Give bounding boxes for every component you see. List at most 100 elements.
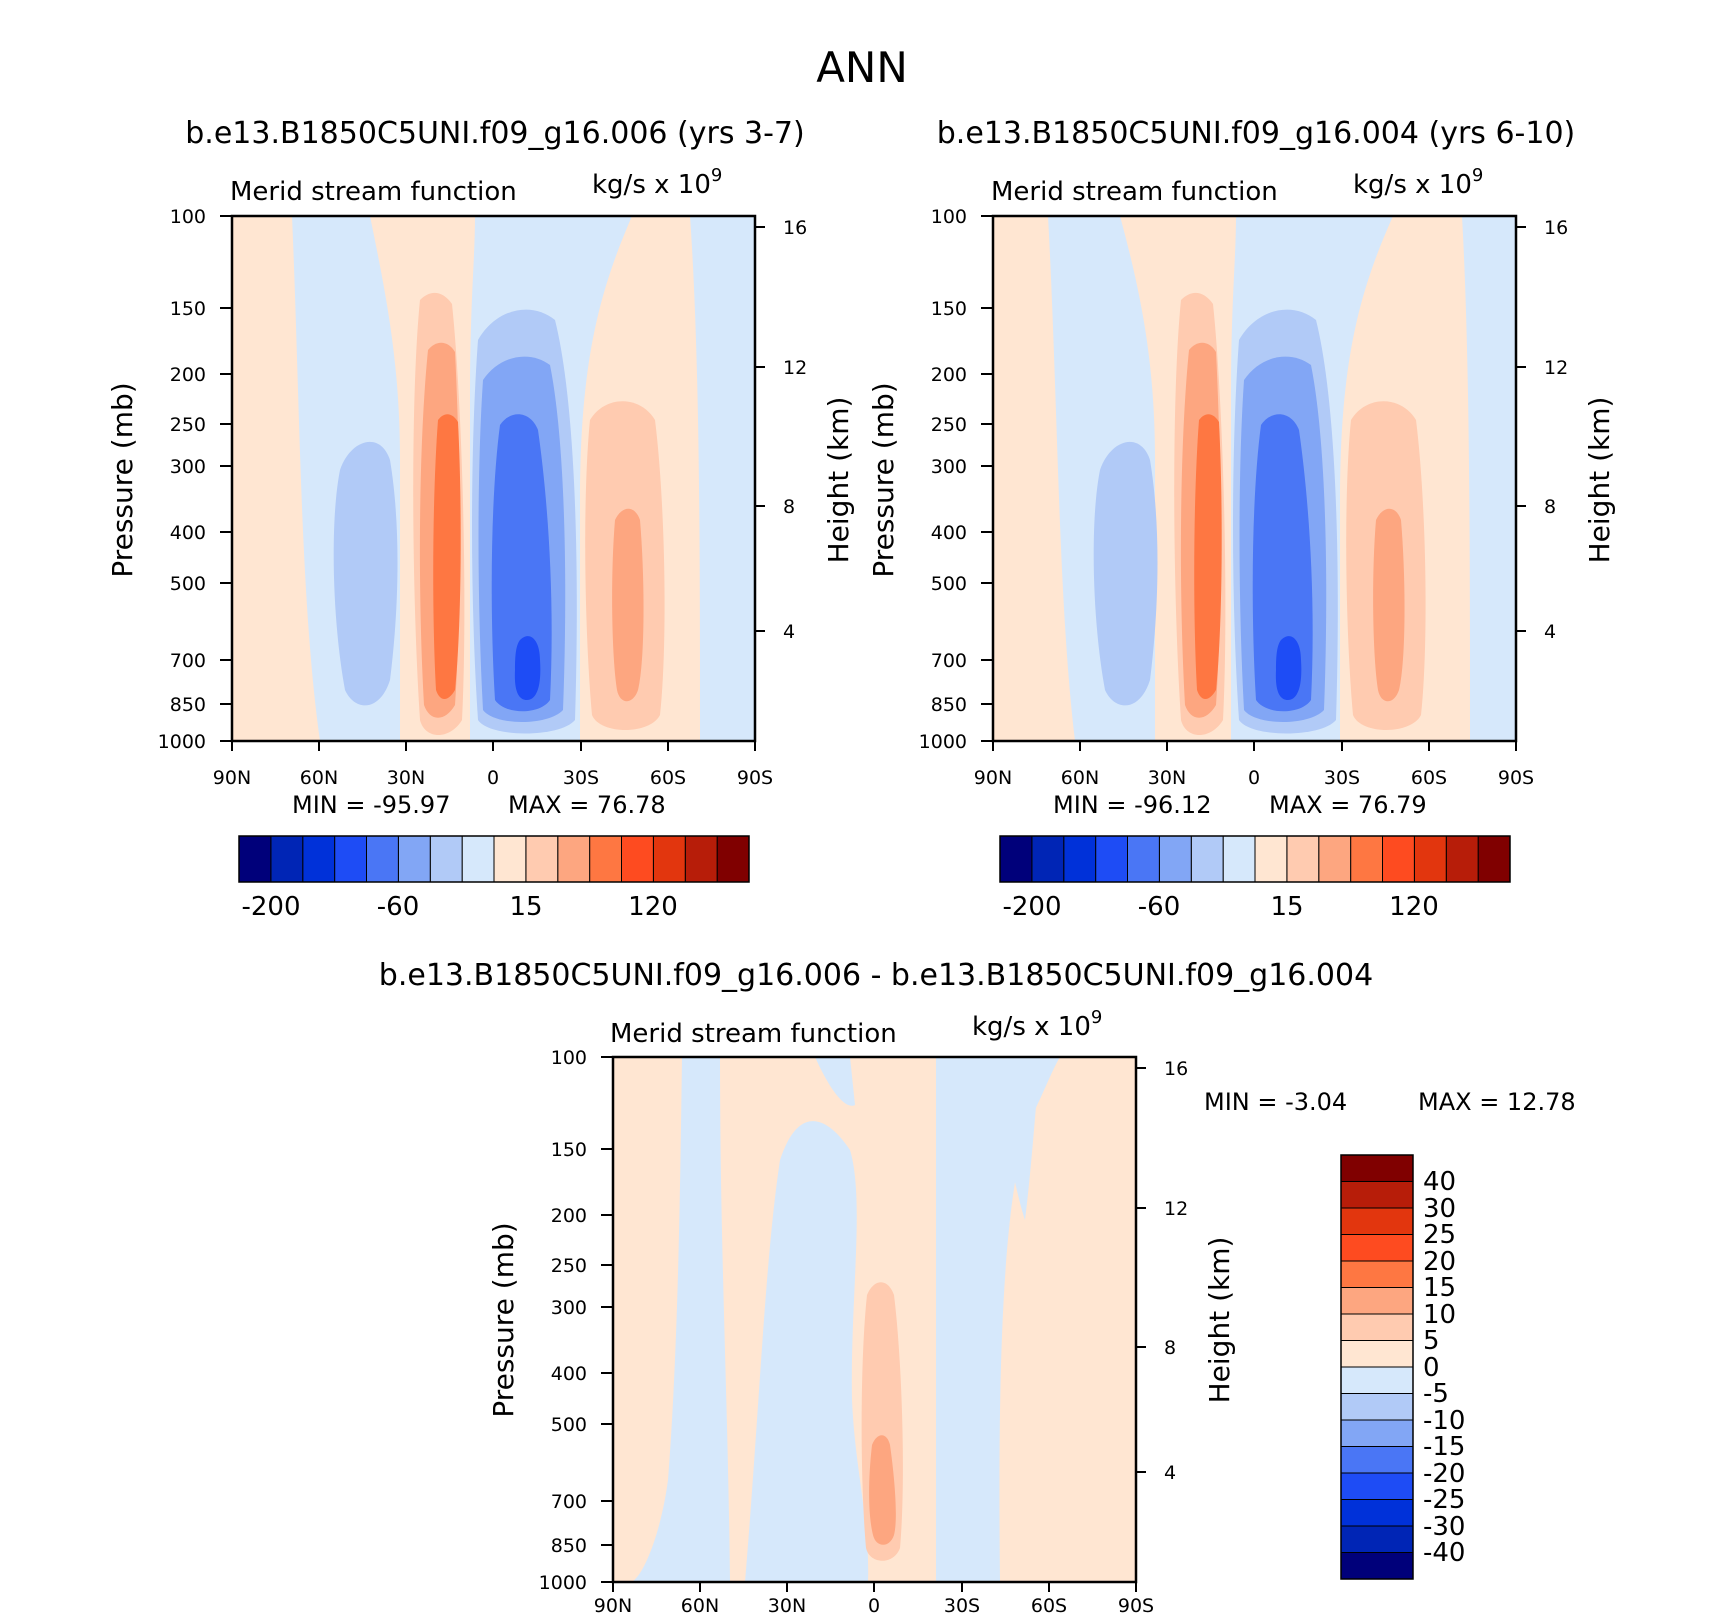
panel-a-hadley-nh-3 — [433, 414, 461, 699]
panel-c-colorbar-label: -15 — [1423, 1432, 1465, 1462]
panel-b-ytick-label: 100 — [931, 206, 967, 228]
panel-a-y-axis-label: Pressure (mb) — [106, 382, 139, 577]
colorbar-swatch — [525, 835, 559, 883]
panel-a-neg-region-sh — [690, 216, 755, 741]
panel-c-xtick-label: 30S — [944, 1595, 980, 1617]
panel-c-ytick-label: 150 — [551, 1139, 587, 1161]
panel-c-ytick-label: 100 — [551, 1047, 587, 1069]
colorbar-swatch — [1413, 835, 1447, 883]
panel-b-xtick-label: 90N — [974, 767, 1012, 789]
panel-b-left-string: Merid stream function — [991, 177, 1278, 207]
panel-c-colorbar-label: -40 — [1423, 1538, 1465, 1568]
panel-a-right-ticks: 16 12 8 4 — [755, 217, 807, 643]
panel-a-ytick-label: 700 — [170, 650, 206, 672]
colorbar-swatch — [1340, 1366, 1414, 1394]
panel-b-htick-label: 8 — [1544, 496, 1556, 518]
panel-a-colorbar-box — [238, 835, 750, 883]
panel-a-min-label: MIN = -95.97 — [292, 791, 450, 819]
panel-a-hadley-sh-3 — [491, 414, 552, 712]
panel-b-xtick-label: 60S — [1411, 767, 1447, 789]
panel-b-xtick-label: 30N — [1148, 767, 1186, 789]
panel-b-ferrel-nh — [1093, 441, 1158, 706]
panel-a-max-label: MAX = 76.78 — [508, 791, 666, 819]
colorbar-swatch — [1340, 1181, 1414, 1209]
panel-a: b.e13.B1850C5UNI.f09_g16.006 (yrs 3-7) M… — [106, 116, 855, 922]
colorbar-swatch — [1127, 835, 1160, 883]
panel-c-htick-label: 8 — [1164, 1337, 1176, 1359]
colorbar-swatch — [1318, 835, 1352, 883]
panel-a-contours — [232, 216, 755, 741]
panel-c-xtick-label: 90N — [594, 1595, 632, 1617]
colorbar-swatch — [589, 835, 622, 883]
panel-c-contours — [613, 1057, 1136, 1582]
panel-c-max-label: MAX = 12.78 — [1418, 1088, 1576, 1116]
panel-c-colorbar-label: 5 — [1423, 1326, 1440, 1356]
panel-b-hadley-nh-3 — [1194, 414, 1222, 699]
panel-a-xtick-label: 30S — [563, 767, 599, 789]
panel-b-xtick-label: 0 — [1248, 767, 1260, 789]
panel-c-right-ticks: 16 12 8 4 — [1136, 1058, 1188, 1484]
panel-c-y-axis-label: Pressure (mb) — [487, 1222, 520, 1417]
panel-c-ytick-label: 400 — [551, 1363, 587, 1385]
panel-c-left-string: Merid stream function — [610, 1019, 897, 1049]
panel-b-ytick-label: 250 — [931, 414, 967, 436]
colorbar-swatch — [334, 835, 367, 883]
colorbar-swatch — [1340, 1340, 1414, 1368]
panel-c-ytick-label: 250 — [551, 1255, 587, 1277]
colorbar-swatch — [1340, 1419, 1414, 1447]
panel-a-ytick-label: 150 — [170, 298, 206, 320]
panel-a-xtick-label: 0 — [487, 767, 499, 789]
colorbar-swatch — [652, 835, 686, 883]
panel-a-ytick-label: 1000 — [158, 731, 206, 753]
colorbar-swatch — [493, 835, 527, 883]
panel-c-ytick-label: 500 — [551, 1414, 587, 1436]
panel-a-y-ticks: 100 150 200 250 300 400 500 700 850 1000 — [158, 206, 232, 753]
colorbar-swatch — [621, 835, 654, 883]
colorbar-swatch — [429, 835, 463, 883]
panel-c-y-right-axis-label: Height (km) — [1203, 1237, 1236, 1404]
panel-b-xtick-label: 90S — [1498, 767, 1534, 789]
colorbar-swatch — [366, 835, 399, 883]
panel-a-xtick-label: 60N — [300, 767, 338, 789]
colorbar-swatch — [1340, 1234, 1414, 1262]
panel-c-colorbar-label: -5 — [1423, 1379, 1449, 1409]
panel-c-htick-label: 16 — [1164, 1058, 1188, 1080]
panel-b-ytick-label: 500 — [931, 573, 967, 595]
panel-b-contours — [993, 216, 1516, 741]
panel-b-ferrel-sh-2 — [1373, 508, 1405, 702]
colorbar-swatch — [1340, 1552, 1414, 1580]
panel-c-colorbar-label: 30 — [1423, 1194, 1456, 1224]
colorbar-swatch — [1340, 1499, 1414, 1527]
panel-c-htick-label: 4 — [1164, 1462, 1176, 1484]
colorbar-swatch — [1340, 1154, 1414, 1182]
panel-c-colorbar-box — [1340, 1154, 1414, 1580]
panel-b-units: kg/s x 109 — [1353, 165, 1483, 200]
panel-c-pos-region-1 — [613, 1057, 682, 1582]
panel-c-colorbar: -40 -30 -25 -20 -15 -10 -5 0 5 10 15 20 … — [1340, 1154, 1465, 1580]
panel-b-y-ticks: 100 150 200 250 300 400 500 700 850 1000 — [919, 206, 993, 753]
panel-c-neg-notch — [985, 1057, 1040, 1220]
colorbar-swatch — [716, 835, 750, 883]
colorbar-swatch — [1190, 835, 1224, 883]
panel-a-ytick-label: 300 — [170, 456, 206, 478]
colorbar-swatch — [1340, 1207, 1414, 1235]
panel-b-min-label: MIN = -96.12 — [1053, 791, 1211, 819]
panel-a-htick-label: 16 — [783, 217, 807, 239]
panel-c-colorbar-label: 0 — [1423, 1353, 1440, 1383]
panel-c-colorbar-label: -25 — [1423, 1485, 1465, 1515]
panel-b-colorbar: -200 -60 15 120 — [999, 835, 1511, 922]
colorbar-swatch — [1340, 1472, 1414, 1500]
panel-c-ytick-label: 700 — [551, 1491, 587, 1513]
panel-b-colorbar-label: 15 — [1270, 892, 1303, 922]
colorbar-swatch — [1031, 835, 1065, 883]
panel-a-htick-label: 8 — [783, 496, 795, 518]
panel-c-colorbar-label: -10 — [1423, 1406, 1465, 1436]
colorbar-swatch — [684, 835, 718, 883]
colorbar-swatch — [1340, 1260, 1414, 1288]
panel-a-title: b.e13.B1850C5UNI.f09_g16.006 (yrs 3-7) — [185, 116, 804, 151]
panel-b-colorbar-label: -200 — [1002, 892, 1061, 922]
panel-a-htick-label: 12 — [783, 357, 807, 379]
panel-a-left-string: Merid stream function — [230, 177, 517, 207]
panel-b-hadley-sh-3 — [1252, 414, 1313, 712]
panel-c-colorbar-label: 20 — [1423, 1247, 1456, 1277]
